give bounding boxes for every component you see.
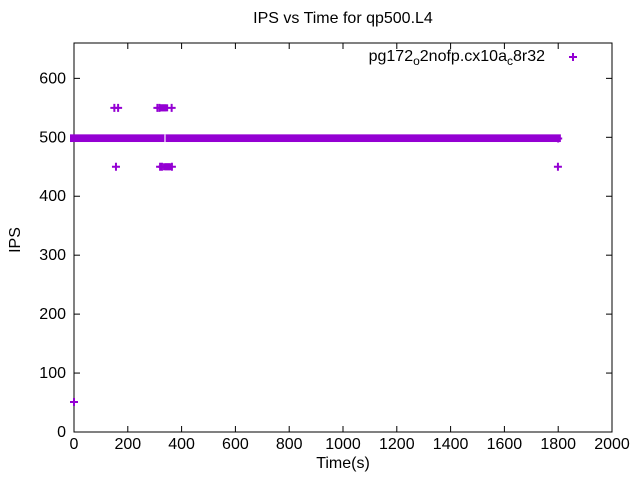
legend-entry-label: pg172o2nofp.cx10ac8r32: [369, 48, 545, 68]
x-axis-label: Time(s): [316, 455, 370, 472]
data-point-plus: [553, 162, 562, 171]
legend-label-subscript: c: [506, 54, 513, 68]
data-point-plus: [114, 103, 123, 112]
x-tick-label: 1200: [379, 436, 415, 453]
data-point-plus: [70, 397, 78, 406]
data-point-plus: [157, 162, 166, 171]
y-tick-label: 200: [39, 306, 66, 323]
legend-label-subscript: o: [413, 54, 420, 68]
legend-label-segment: 8r32: [512, 48, 545, 65]
x-tick-label: 1600: [487, 436, 523, 453]
data-point-plus: [167, 162, 176, 171]
x-tick-label: 400: [168, 436, 195, 453]
y-axis-label: IPS: [7, 227, 24, 253]
x-tick-label: 800: [276, 436, 303, 453]
x-tick-label: 2000: [594, 436, 630, 453]
x-tick-label: 0: [70, 436, 79, 453]
legend-plus-marker-icon: [569, 53, 577, 61]
y-tick-label: 500: [39, 129, 66, 146]
legend-plus-glyph: [569, 53, 577, 61]
y-tick-label: 400: [39, 188, 66, 205]
legend-label-segment: 2nofp.cx10a: [419, 48, 507, 65]
x-tick-label: 1400: [433, 436, 469, 453]
y-tick-label: 600: [39, 70, 66, 87]
y-tick-label: 0: [57, 424, 66, 441]
x-tick-label: 200: [114, 436, 141, 453]
x-tick-label: 1000: [325, 436, 361, 453]
data-point-plus: [155, 103, 164, 112]
data-band: [70, 134, 561, 143]
x-tick-label: 1800: [540, 436, 576, 453]
data-point-plus: [111, 162, 120, 171]
legend-label-segment: pg172: [368, 48, 414, 65]
plot-border: [73, 42, 613, 433]
data-point-plus: [554, 134, 563, 143]
data-point-square: [161, 104, 169, 112]
x-tick-label: 600: [222, 436, 249, 453]
y-tick-label: 100: [39, 365, 66, 382]
chart-title: IPS vs Time for qp500.L4: [253, 10, 433, 27]
data-band-gap: [164, 134, 166, 143]
data-point-plus: [167, 103, 176, 112]
y-tick-label: 300: [39, 247, 66, 264]
